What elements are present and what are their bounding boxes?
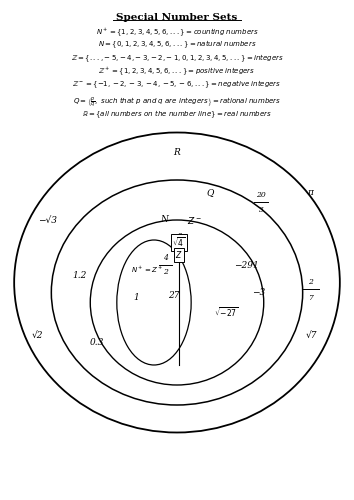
Text: −291: −291 bbox=[234, 260, 258, 270]
Text: 2: 2 bbox=[163, 268, 168, 276]
Text: $\mathbb{Z} = \{...,\!-5,\!-4,\!-3,\!-2,\!-1, 0, 1, 2, 3, 4, 5,...\} = \mathit{i: $\mathbb{Z} = \{...,\!-5,\!-4,\!-3,\!-2,… bbox=[70, 52, 284, 64]
Ellipse shape bbox=[14, 132, 340, 432]
Ellipse shape bbox=[117, 240, 191, 365]
Text: $\sqrt{4}$: $\sqrt{4}$ bbox=[172, 236, 186, 249]
Text: $N^+ = \{1, 2, 3, 4, 5, 6, ...\} = \mathit{counting\ numbers}$: $N^+ = \{1, 2, 3, 4, 5, 6, ...\} = \math… bbox=[96, 26, 258, 38]
Text: $\mathbb{Z}^- = \{-1,-2,-3,-4,-5,-6,...\} = \mathit{negative\ integers}$: $\mathbb{Z}^- = \{-1,-2,-3,-4,-5,-6,...\… bbox=[72, 78, 282, 90]
Text: π: π bbox=[307, 188, 313, 197]
Text: 0.3: 0.3 bbox=[90, 338, 104, 347]
Text: $Z$: $Z$ bbox=[175, 250, 183, 260]
Text: 1: 1 bbox=[133, 293, 139, 302]
Text: 0: 0 bbox=[177, 233, 183, 242]
Text: 3: 3 bbox=[259, 206, 264, 214]
Text: 2: 2 bbox=[308, 278, 313, 286]
Text: $\sqrt{-27}$: $\sqrt{-27}$ bbox=[214, 306, 239, 319]
Text: $N = \{0, 1, 2, 3, 4, 5, 6, ...\} = \mathit{natural\ numbers}$: $N = \{0, 1, 2, 3, 4, 5, 6, ...\} = \mat… bbox=[98, 39, 256, 50]
Text: 27: 27 bbox=[168, 290, 179, 300]
Text: $Q = \left\{\frac{p}{q},\ \mathit{such\ that\ p\ and\ q\ are\ integers}\right\} : $Q = \left\{\frac{p}{q},\ \mathit{such\ … bbox=[73, 96, 281, 110]
Text: 7: 7 bbox=[308, 294, 313, 302]
Text: −3: −3 bbox=[252, 288, 265, 297]
Text: $\mathbb{Z}^+ = \{1, 2, 3, 4, 5, 6, ...\} = \mathit{positive\ integers}$: $\mathbb{Z}^+ = \{1, 2, 3, 4, 5, 6, ...\… bbox=[98, 65, 256, 77]
Text: Special Number Sets: Special Number Sets bbox=[116, 12, 238, 22]
Text: Q: Q bbox=[207, 188, 214, 197]
Text: −√3: −√3 bbox=[38, 216, 57, 224]
Text: $Z^-$: $Z^-$ bbox=[187, 214, 201, 226]
Text: √7: √7 bbox=[306, 330, 317, 340]
Ellipse shape bbox=[90, 220, 264, 385]
Text: 1.2: 1.2 bbox=[73, 270, 87, 280]
Text: $N^+=Z^+$: $N^+=Z^+$ bbox=[131, 265, 163, 275]
Text: 4: 4 bbox=[163, 254, 168, 262]
Text: R: R bbox=[173, 148, 181, 157]
Text: N: N bbox=[161, 216, 169, 224]
Text: $\mathbb{R} = \{\mathit{all\ numbers\ on\ the\ number\ line}\} = \mathit{real\ n: $\mathbb{R} = \{\mathit{all\ numbers\ on… bbox=[82, 109, 272, 120]
Ellipse shape bbox=[51, 180, 303, 405]
Text: √2: √2 bbox=[32, 330, 43, 340]
Text: 20: 20 bbox=[256, 191, 266, 199]
